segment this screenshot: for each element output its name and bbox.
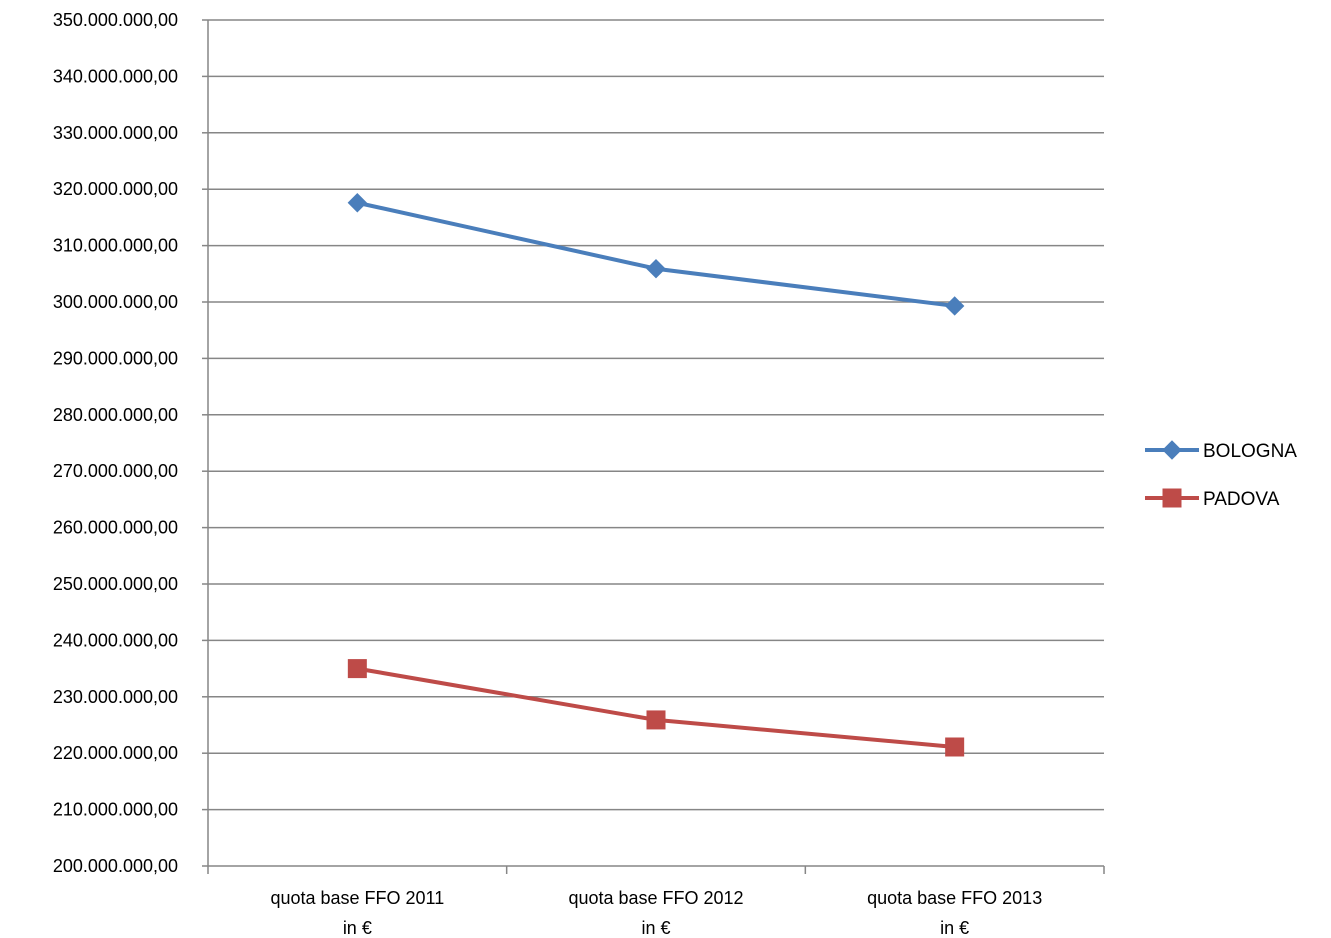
x-tick-label: quota base FFO 2013 in € (867, 888, 1042, 938)
legend-label: PADOVA (1203, 489, 1280, 510)
legend: BOLOGNA PADOVA (1145, 440, 1297, 510)
x-tick-label-line: in € (343, 918, 372, 938)
series-bologna (347, 193, 965, 316)
data-point (347, 193, 368, 213)
legend-label: BOLOGNA (1203, 441, 1297, 462)
y-tick-label: 330.000.000,00 (53, 123, 178, 143)
data-point (347, 659, 367, 679)
legend-swatch-marker (1162, 488, 1182, 508)
legend-entry: PADOVA (1145, 488, 1280, 510)
y-tick-label: 200.000.000,00 (53, 856, 178, 876)
y-tick-label: 250.000.000,00 (53, 574, 178, 594)
x-tick-label-line: quota base FFO 2013 (867, 888, 1042, 908)
axes (202, 19, 1105, 874)
data-point (944, 296, 965, 316)
x-tick-label: quota base FFO 2011 in € (270, 888, 444, 938)
series-padova (347, 659, 965, 757)
y-tick-label: 340.000.000,00 (53, 66, 178, 86)
y-tick-label: 280.000.000,00 (53, 405, 178, 425)
y-tick-label: 320.000.000,00 (53, 179, 178, 199)
y-tick-label: 290.000.000,00 (53, 348, 178, 368)
x-axis-tick-labels: quota base FFO 2011 in €quota base FFO 20… (270, 888, 1042, 938)
y-tick-label: 240.000.000,00 (53, 630, 178, 650)
legend-swatch-marker (1162, 440, 1182, 460)
series (347, 193, 965, 757)
y-tick-label: 300.000.000,00 (53, 292, 178, 312)
y-tick-label: 220.000.000,00 (53, 743, 178, 763)
data-point (646, 710, 666, 730)
y-tick-label: 270.000.000,00 (53, 461, 178, 481)
y-tick-label: 260.000.000,00 (53, 518, 178, 538)
gridlines (208, 19, 1104, 811)
y-tick-label: 210.000.000,00 (53, 800, 178, 820)
x-tick-label-line: quota base FFO 2012 (568, 888, 743, 908)
y-tick-label: 350.000.000,00 (53, 10, 178, 30)
x-tick-label: quota base FFO 2012 in € (568, 888, 743, 938)
y-axis-tick-labels: 200.000.000,00 210.000.000,00 220.000.000,… (53, 10, 178, 876)
series-line (356, 200, 955, 308)
legend-entry: BOLOGNA (1145, 440, 1297, 462)
y-tick-label: 230.000.000,00 (53, 687, 178, 707)
x-tick-label-line: in € (940, 918, 969, 938)
x-tick-label-line: in € (641, 918, 670, 938)
x-tick-label-line: quota base FFO 2011 (270, 888, 444, 908)
series-line (356, 666, 955, 749)
data-point (646, 259, 666, 279)
data-point (945, 737, 965, 757)
y-tick-label: 310.000.000,00 (53, 236, 178, 256)
